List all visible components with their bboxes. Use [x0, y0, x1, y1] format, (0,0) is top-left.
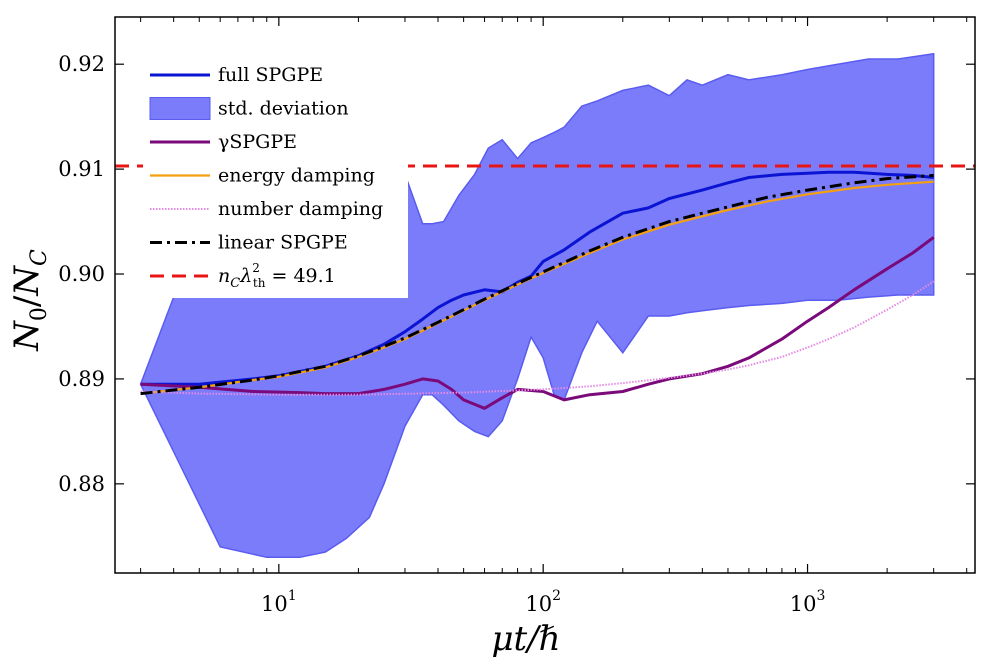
y-label-nc-sub: C: [27, 249, 52, 266]
y-label-n0-main: N: [7, 320, 47, 352]
x-tick-label: 102: [525, 588, 561, 616]
series-line-energy-damping: [140, 180, 934, 395]
y-tick-label: 0.90: [58, 262, 105, 286]
x-tick-label: 103: [790, 588, 826, 616]
y-tick-label: 0.92: [58, 52, 105, 76]
y-label-nc-main: N: [7, 265, 47, 297]
series-line-spgpe: [140, 236, 935, 410]
x-label-mu: μ: [491, 619, 513, 659]
legend-label-std-deviation: std. deviation: [218, 98, 349, 120]
legend-label-spgpe: γSPGPE: [218, 131, 297, 153]
legend-label-number-damping: number damping: [218, 198, 383, 220]
axes: 0.88 0.89 0.90 0.91 0.92 101 102 103: [58, 17, 975, 616]
legend-label-full-spgpe: full SPGPE: [218, 64, 323, 86]
legend-label-nc-2th-49-1: nCλ2 th = 49.1: [218, 261, 336, 291]
y-tick-label: 0.91: [58, 157, 105, 181]
legend-label-energy-damping: energy damping: [218, 165, 375, 187]
x-axis-label: μt/ℏ: [491, 619, 560, 659]
y-tick-label: 0.89: [58, 367, 105, 391]
legend-swatch-std-deviation: [149, 97, 211, 120]
legend: full SPGPE std. deviation γSPGPE energy dam…: [143, 55, 408, 298]
legend-label-linear-spgpe: linear SPGPE: [218, 232, 348, 254]
x-tick-label: 101: [261, 588, 297, 616]
y-axis-label: N0/NC: [7, 249, 52, 352]
y-tick-label: 0.88: [58, 472, 105, 496]
plot-frame: [114, 16, 976, 574]
y-label-n0-sub: 0: [27, 307, 52, 321]
x-label-rest: t/ℏ: [514, 619, 561, 659]
y-label-slash: /: [7, 295, 47, 307]
